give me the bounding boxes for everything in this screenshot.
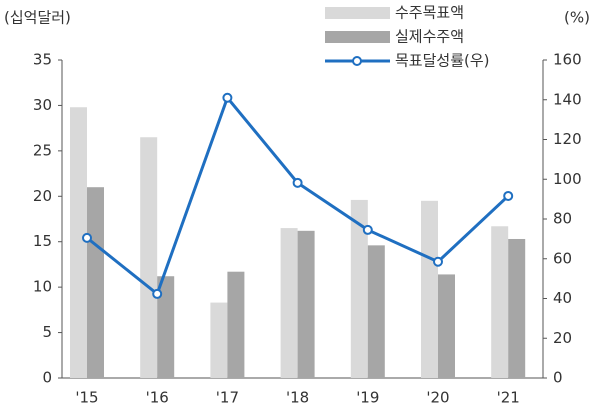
x-tick-label: '21 xyxy=(497,389,520,407)
legend-label: 실제수주액 xyxy=(395,28,464,46)
bar xyxy=(438,274,455,378)
y-tick-label: 10 xyxy=(33,278,52,296)
y2-axis-label: (%) xyxy=(564,9,590,27)
y-tick-label: 30 xyxy=(33,96,52,114)
bar xyxy=(350,199,368,378)
y2-tick-label: 100 xyxy=(553,170,582,188)
bar xyxy=(157,276,175,378)
y-tick-label: 15 xyxy=(33,232,52,250)
bar xyxy=(367,245,385,378)
y-axis-label: (십억달러) xyxy=(4,9,71,27)
bar xyxy=(297,230,315,378)
y2-tick-label: 0 xyxy=(553,369,563,387)
line-marker xyxy=(433,256,443,267)
bar xyxy=(491,226,509,378)
x-tick-label: '15 xyxy=(75,389,98,407)
line-marker xyxy=(362,224,373,235)
x-tick-label: '19 xyxy=(356,389,379,407)
bar xyxy=(87,187,104,378)
bar xyxy=(280,228,298,378)
bar xyxy=(210,302,228,378)
line-marker xyxy=(292,177,303,188)
x-tick-label: '18 xyxy=(286,389,309,407)
y2-tick-label: 140 xyxy=(553,90,582,108)
bar xyxy=(140,137,158,378)
y2-tick-label: 120 xyxy=(553,130,582,148)
line-marker xyxy=(82,232,92,243)
y-tick-label: 35 xyxy=(33,51,52,69)
y2-tick-label: 160 xyxy=(553,51,582,69)
y-tick-label: 5 xyxy=(42,323,52,341)
legend-label: 수주목표액 xyxy=(395,4,464,22)
bar xyxy=(70,107,87,378)
y2-tick-label: 40 xyxy=(553,289,572,307)
line-marker xyxy=(503,190,514,201)
bar xyxy=(421,200,438,378)
legend-marker xyxy=(352,56,362,66)
line-marker xyxy=(152,288,163,299)
line-marker xyxy=(222,92,233,103)
x-tick-label: '20 xyxy=(426,389,449,407)
legend-swatch xyxy=(325,31,390,43)
y2-tick-label: 60 xyxy=(553,249,572,267)
y2-tick-label: 80 xyxy=(553,210,572,228)
x-tick-label: '16 xyxy=(146,389,169,407)
bar xyxy=(508,238,526,378)
y-tick-label: 25 xyxy=(33,141,52,159)
y-tick-label: 20 xyxy=(33,187,52,205)
y-tick-label: 0 xyxy=(42,369,52,387)
legend-swatch xyxy=(325,7,390,19)
y2-tick-label: 20 xyxy=(553,329,572,347)
legend-label: 목표달성률(우) xyxy=(395,52,490,70)
x-tick-label: '17 xyxy=(216,389,239,407)
bar xyxy=(227,271,245,378)
